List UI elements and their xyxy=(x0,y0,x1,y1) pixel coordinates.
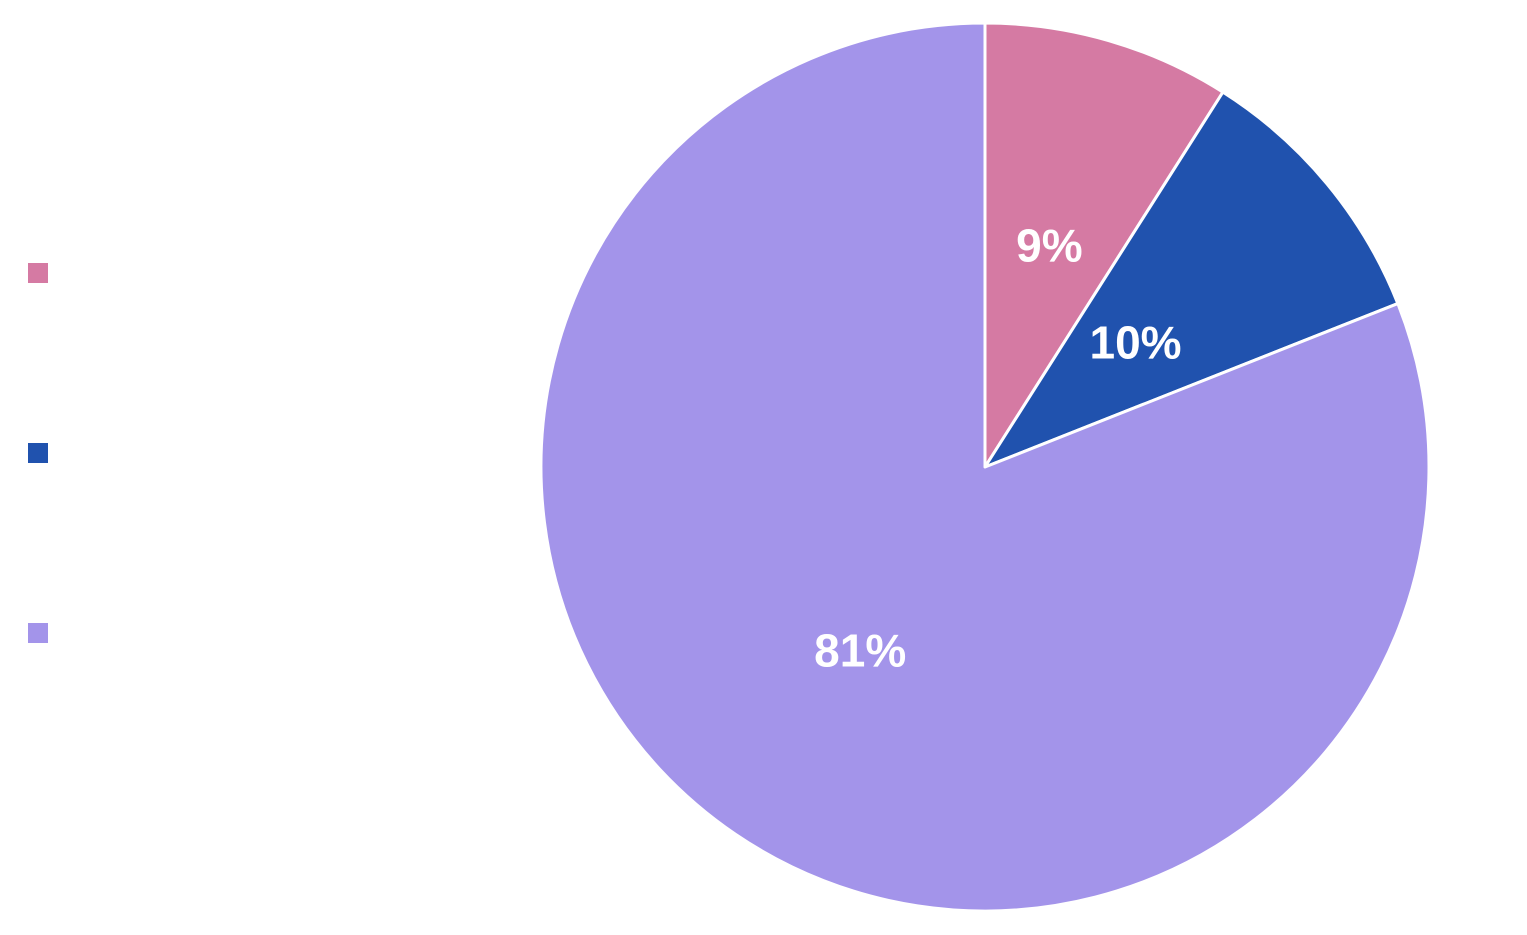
slice-data-label: 81% xyxy=(814,625,906,677)
legend-swatch xyxy=(28,263,48,283)
chart-legend xyxy=(28,0,488,935)
legend-swatch xyxy=(28,443,48,463)
pie-slice xyxy=(983,21,1225,469)
legend-item xyxy=(28,263,62,283)
slice-data-label: 10% xyxy=(1089,316,1181,368)
pie-slice xyxy=(539,21,1431,913)
pie-slice xyxy=(983,90,1400,469)
legend-swatch xyxy=(28,623,48,643)
slice-data-label: 9% xyxy=(1016,219,1082,271)
legend-item xyxy=(28,443,62,463)
legend-item xyxy=(28,623,62,643)
